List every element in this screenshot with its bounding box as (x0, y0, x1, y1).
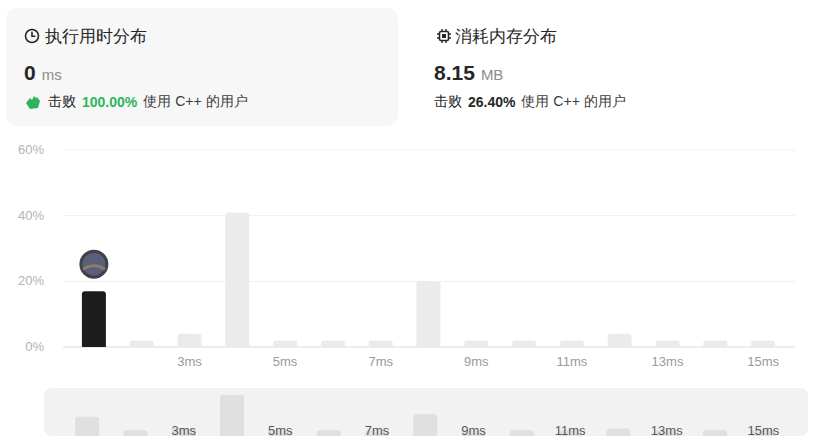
clock-hands (32, 32, 35, 36)
x-tick-label: 11ms (556, 354, 587, 369)
overview-tick-label: 13ms (651, 423, 683, 438)
bar (512, 340, 536, 347)
overview-bar (510, 430, 534, 436)
grid-line (63, 150, 795, 151)
overview-tick-label: 3ms (171, 423, 196, 438)
beats-value: 26.40% (468, 94, 515, 110)
bar (608, 334, 632, 347)
chip-body (440, 32, 449, 41)
bars (82, 212, 775, 347)
card-unit: ms (42, 66, 62, 83)
overview-bar (123, 430, 147, 436)
overview-tick-label: 15ms (747, 423, 779, 438)
bar (656, 340, 680, 347)
bar (273, 340, 297, 347)
card-note: 击败 100.00% 使用 C++ 的用户 (24, 93, 248, 111)
x-tick-label: 9ms (464, 354, 489, 369)
clock-icon (24, 28, 40, 44)
avatar-inner (82, 253, 105, 276)
overview-bar (220, 395, 244, 436)
chart-svg: 0% 20% 40% 60% 3ms 5ms 7ms 9ms 11ms 13ms 15ms 3ms 5m… (0, 0, 815, 446)
x-tick-label: 5ms (273, 354, 298, 369)
card-note: 击败 26.40% 使用 C++ 的用户 (434, 93, 626, 111)
beats-suffix: 使用 C++ 的用户 (521, 93, 625, 111)
card-value-row: 0 ms (24, 61, 62, 85)
beat-icon (24, 94, 42, 110)
y-tick-label: 20% (18, 273, 44, 288)
y-tick-label: 0% (25, 339, 44, 354)
x-tick-label: 3ms (177, 354, 202, 369)
overview-bar (413, 414, 437, 436)
x-tick-label: 13ms (652, 354, 684, 369)
overview-tick-label: 5ms (268, 423, 293, 438)
overview-bar (703, 430, 727, 436)
chip-icon (436, 28, 452, 44)
beats-suffix: 使用 C++ 的用户 (143, 93, 247, 111)
beats-label: 击败 (48, 93, 76, 111)
overview-bar (75, 417, 99, 436)
overview-bars (75, 395, 775, 436)
chip-core (442, 34, 446, 38)
beat-icon-shape (26, 96, 40, 109)
bar (751, 340, 775, 347)
avatar-detail (83, 266, 105, 270)
x-tick-label: 15ms (747, 354, 779, 369)
card-unit: MB (481, 66, 504, 83)
bar (560, 340, 584, 347)
card-value: 0 (24, 61, 36, 85)
bar (417, 281, 441, 347)
beats-label: 击败 (434, 93, 462, 111)
y-tick-label: 60% (18, 142, 44, 157)
card-value: 8.15 (434, 61, 475, 85)
card-value-row: 8.15 MB (434, 61, 503, 85)
bar (130, 340, 154, 347)
overview-tick-label: 9ms (461, 423, 486, 438)
overview-bar (606, 428, 630, 436)
bar (703, 340, 727, 347)
bar (178, 334, 202, 347)
clock-face (26, 30, 39, 43)
card-title: 执行用时分布 (45, 25, 147, 48)
card-title: 消耗内存分布 (455, 25, 557, 48)
x-tick-label: 7ms (368, 354, 393, 369)
bar (369, 340, 393, 347)
beats-value: 100.00% (82, 94, 137, 110)
overview-bar (317, 430, 341, 436)
bar (82, 291, 106, 347)
overview-tick-label: 7ms (365, 423, 390, 438)
bar (464, 340, 488, 347)
overview-tick-label: 11ms (555, 423, 586, 438)
avatar (80, 251, 107, 278)
chip-pins (437, 29, 451, 43)
bar (225, 212, 249, 347)
y-tick-label: 40% (18, 208, 44, 223)
bar (321, 340, 345, 347)
grid-line (63, 215, 795, 216)
